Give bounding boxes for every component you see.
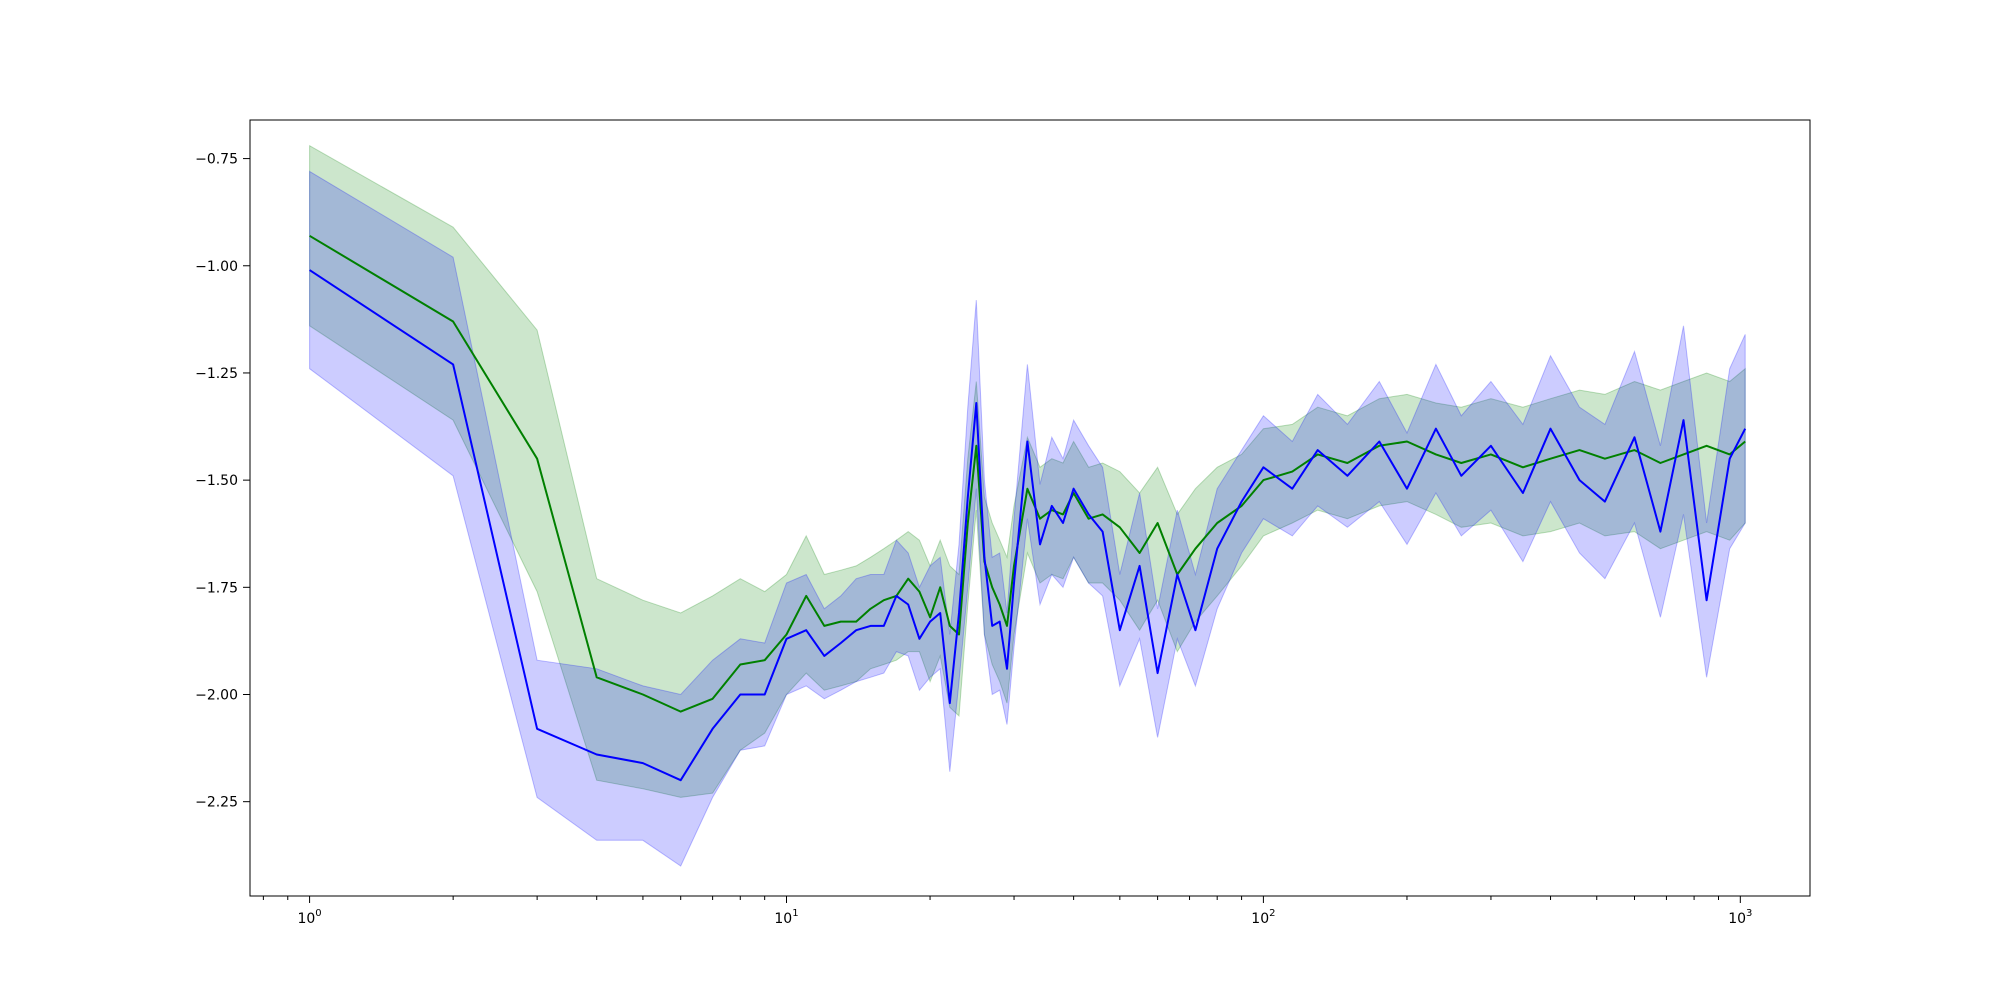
series-lines: [309, 234, 1747, 782]
series-line-1: [309, 234, 1746, 713]
confidence-bands: [309, 144, 1746, 867]
axes-frame: [249, 119, 1811, 897]
series-line-2: [309, 269, 1747, 782]
y-tick-label: −1.50: [195, 473, 238, 489]
y-tick-label: −2.00: [195, 687, 238, 703]
y-tick-label: −1.25: [195, 366, 238, 382]
confidence-band-series-1: [309, 144, 1746, 798]
y-tick-label: −0.75: [195, 152, 238, 168]
y-tick-label: −1.00: [195, 259, 238, 275]
x-tick-label: 103: [1728, 908, 1752, 927]
x-tick-label: 101: [774, 908, 798, 927]
x-axis: 100 101 102 103: [262, 896, 1752, 927]
y-axis: −0.75 −1.00 −1.25 −1.50 −1.75 −2.00 −2.25: [195, 152, 250, 811]
x-tick-label: 100: [297, 908, 321, 927]
confidence-band-series-2: [309, 170, 1746, 867]
plot-area: [309, 144, 1747, 867]
x-tick-label: 102: [1251, 908, 1275, 927]
y-tick-label: −2.25: [195, 795, 238, 811]
y-tick-label: −1.75: [195, 580, 238, 596]
